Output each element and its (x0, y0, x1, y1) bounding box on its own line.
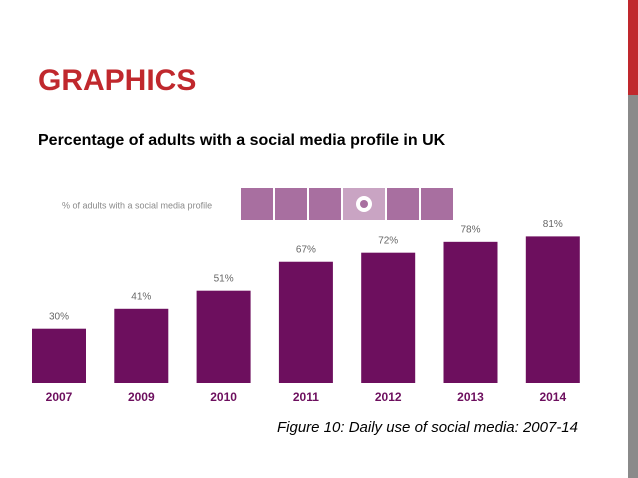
chart-title: % of adults with a social media profile (62, 200, 212, 210)
icon (421, 188, 453, 220)
x-tick-label: 2013 (457, 390, 484, 404)
bar (361, 252, 416, 383)
value-label: 81% (543, 219, 563, 230)
x-tick-label: 2012 (375, 390, 402, 404)
icon (387, 188, 419, 220)
x-tick-label: 2014 (539, 390, 566, 404)
icon (309, 188, 341, 220)
x-tick-label: 2011 (293, 390, 319, 404)
accent-bar (628, 95, 638, 478)
slide-title: GRAPHICS (38, 64, 196, 97)
x-tick-label: 2009 (128, 390, 155, 404)
icon (241, 188, 273, 220)
bar (443, 241, 498, 383)
social-icons (241, 188, 453, 220)
x-tick-label: 2007 (46, 390, 73, 404)
bar (32, 328, 86, 383)
accent-bar (628, 0, 638, 95)
value-label: 78% (460, 224, 480, 235)
value-label: 30% (49, 311, 69, 322)
icon (275, 188, 307, 220)
value-label: 72% (378, 235, 398, 246)
bar (278, 261, 333, 383)
bar (114, 308, 169, 383)
bar (525, 236, 580, 383)
icon-glyph (360, 200, 368, 208)
x-tick-label: 2010 (210, 390, 237, 404)
value-label: 41% (131, 291, 151, 302)
value-label: 67% (296, 244, 316, 255)
bar (196, 290, 251, 383)
caption: Figure 10: Daily use of social media: 20… (277, 419, 578, 436)
slide-subtitle: Percentage of adults with a social media… (38, 132, 446, 149)
value-label: 51% (214, 273, 234, 284)
